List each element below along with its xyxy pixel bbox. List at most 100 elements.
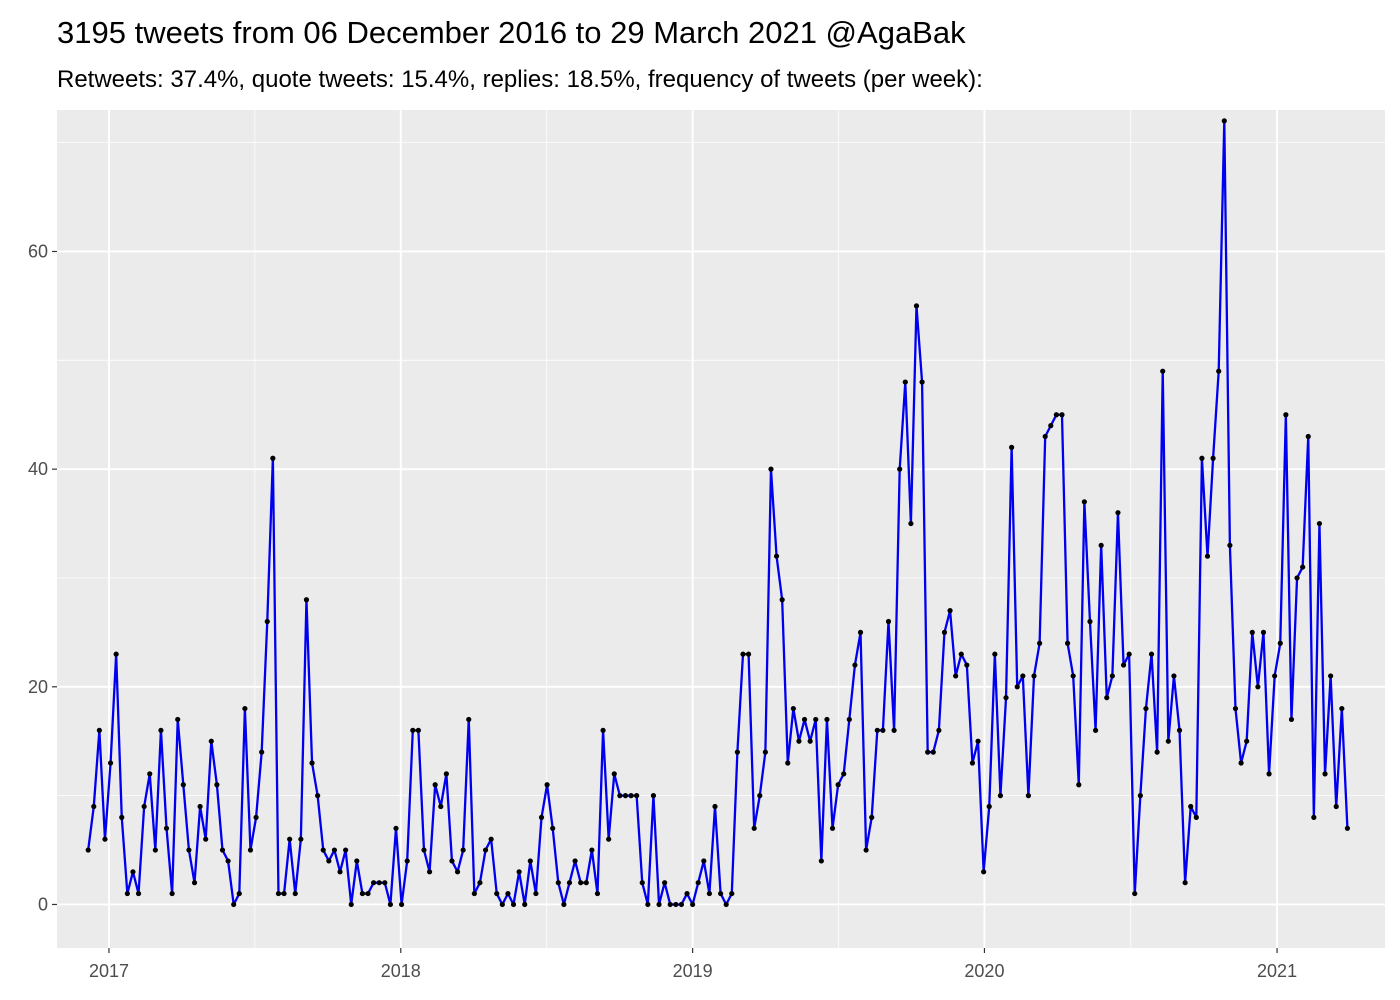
x-tick-label: 2018 (381, 961, 421, 981)
data-point (130, 869, 136, 875)
data-point (471, 890, 477, 897)
x-tick-label: 2019 (673, 961, 713, 981)
data-point (1014, 684, 1020, 690)
data-point (387, 901, 393, 908)
data-point (141, 803, 147, 810)
data-point (656, 901, 662, 908)
data-point (801, 716, 808, 723)
data-point (169, 890, 175, 897)
data-point (662, 880, 668, 886)
data-point (1037, 640, 1043, 646)
data-point (729, 890, 735, 897)
data-point (913, 303, 920, 309)
data-point (404, 858, 410, 864)
data-point (1059, 412, 1065, 418)
data-point (718, 890, 724, 897)
data-point (1165, 738, 1171, 744)
data-point (1087, 618, 1093, 625)
data-point (975, 738, 981, 744)
data-point (119, 814, 125, 821)
series-line (87, 119, 1349, 906)
data-point (684, 890, 690, 897)
data-point (454, 869, 461, 875)
data-point (1288, 716, 1295, 723)
data-point (152, 847, 158, 853)
data-point (421, 847, 427, 853)
data-point (1244, 738, 1250, 744)
data-point (790, 705, 796, 712)
data-point (690, 901, 696, 908)
data-point (466, 716, 472, 723)
data-point (124, 890, 130, 897)
data-point (516, 869, 522, 875)
chart-title: 3195 tweets from 06 December 2016 to 29 … (57, 15, 966, 50)
data-point (1193, 814, 1199, 821)
data-point (208, 738, 214, 744)
y-tick-label: 60 (28, 241, 48, 261)
data-point (91, 803, 97, 810)
data-point (824, 716, 830, 723)
data-point (382, 880, 388, 886)
data-point (1176, 727, 1183, 733)
data-point (796, 738, 802, 744)
data-point (415, 727, 421, 733)
data-point (555, 880, 561, 886)
x-tick-label: 2021 (1257, 961, 1297, 981)
data-point (779, 597, 785, 603)
data-point (723, 901, 729, 908)
data-point (163, 825, 170, 831)
data-point (522, 901, 528, 908)
data-point (1221, 118, 1227, 124)
data-point (270, 455, 276, 461)
data-point (678, 901, 685, 908)
data-point (180, 782, 186, 788)
data-point (320, 847, 326, 853)
data-point (359, 890, 366, 897)
data-point (85, 847, 91, 853)
data-point (1316, 520, 1323, 527)
data-point (706, 890, 713, 897)
data-point (1160, 368, 1166, 374)
data-point (930, 749, 936, 755)
data-point (885, 618, 892, 625)
data-point (1025, 793, 1032, 799)
data-point (869, 814, 875, 821)
data-point (225, 858, 231, 864)
data-point (231, 901, 237, 908)
data-point (897, 466, 903, 472)
data-point (622, 793, 629, 799)
data-point (941, 629, 948, 635)
data-point (874, 727, 880, 733)
data-point (550, 825, 556, 831)
data-point (482, 847, 489, 853)
y-tick-label: 0 (38, 894, 48, 914)
data-point (158, 727, 164, 733)
data-point (958, 651, 964, 657)
data-point (589, 847, 595, 853)
data-point (751, 825, 757, 831)
data-point (734, 749, 740, 755)
data-point (1154, 749, 1160, 755)
data-point (292, 890, 298, 897)
data-point (835, 782, 841, 788)
data-point (1020, 673, 1026, 679)
data-point (331, 847, 338, 853)
data-point (253, 814, 259, 821)
data-point (1333, 803, 1339, 810)
data-point (499, 901, 505, 908)
data-point (1266, 771, 1272, 777)
data-point (1260, 629, 1267, 635)
data-point (298, 836, 304, 842)
data-point (1104, 695, 1110, 701)
data-point (147, 771, 153, 777)
data-point (175, 716, 181, 723)
data-point (1132, 890, 1138, 897)
data-point (259, 749, 265, 755)
data-point (667, 901, 673, 908)
data-point (639, 880, 645, 886)
data-point (953, 673, 959, 679)
data-point (1283, 412, 1289, 418)
data-point (1053, 412, 1059, 418)
data-point (1305, 433, 1311, 440)
data-point (1210, 455, 1216, 461)
